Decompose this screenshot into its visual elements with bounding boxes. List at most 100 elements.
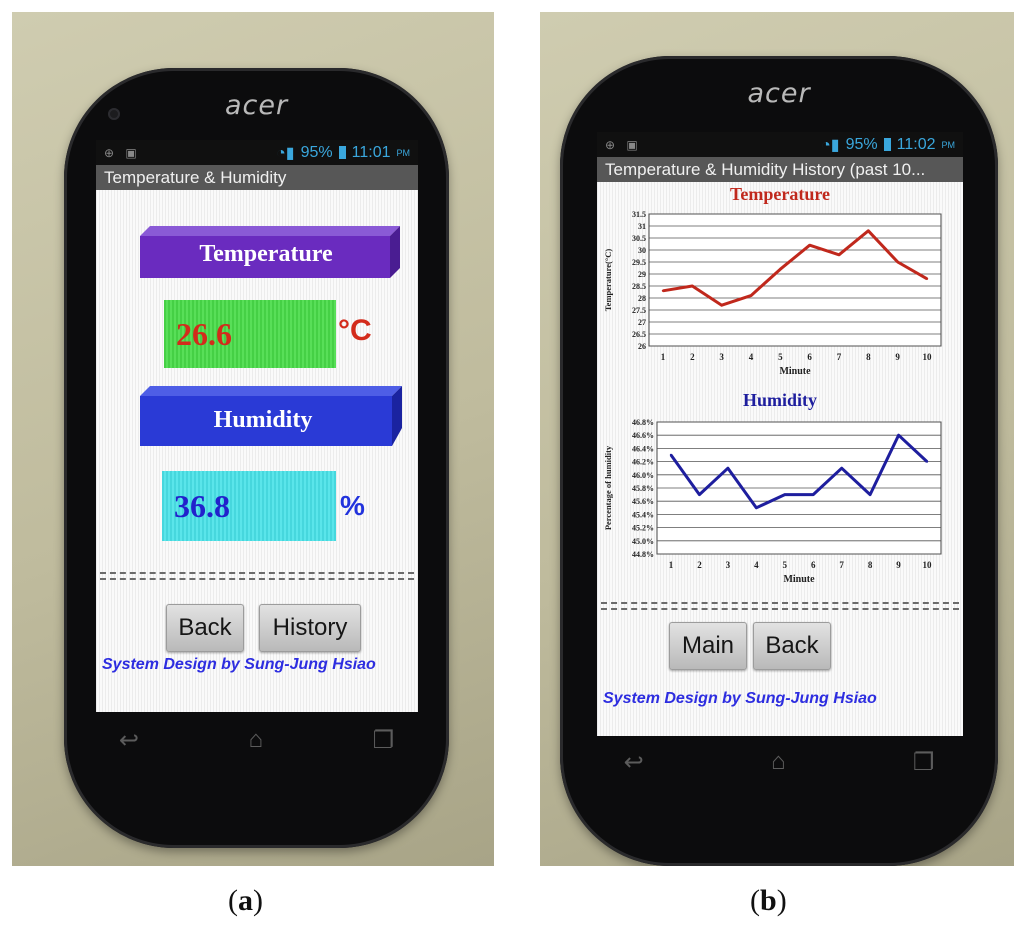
back-button[interactable]: Back <box>166 604 244 652</box>
back-nav-icon[interactable]: ↩ <box>623 748 644 776</box>
camera-icon <box>108 108 120 120</box>
x-axis-label: Minute <box>779 366 811 377</box>
brand-logo: acer <box>747 78 811 109</box>
y-tick-label: 45.0% <box>632 537 654 546</box>
humidity-banner: Humidity <box>140 386 402 446</box>
photo-panel-b: acer ⊕ ▣ ◔▮ 95% 11:02 PM Temperature & H… <box>540 12 1014 866</box>
y-tick-label: 29 <box>638 270 646 279</box>
y-tick-label: 45.6% <box>632 497 654 506</box>
back-button[interactable]: Back <box>753 622 831 670</box>
x-tick-label: 7 <box>837 352 842 362</box>
data-point <box>897 434 900 437</box>
app-content: Temperature 26.6 °C Humidity 36.8 % Back… <box>96 190 418 712</box>
y-tick-label: 28 <box>638 294 646 303</box>
phone-device-b: acer ⊕ ▣ ◔▮ 95% 11:02 PM Temperature & H… <box>560 56 998 866</box>
series-line <box>669 433 929 510</box>
phone-device-a: acer ⊕ ▣ ◔▮ 95% 11:01 PM Temperature & H… <box>64 68 449 848</box>
status-indicators: ◔▮ 95% 11:02 PM <box>821 135 955 155</box>
y-tick-label: 30.5 <box>632 234 646 243</box>
data-point <box>837 253 841 256</box>
banner-3d-box <box>140 386 402 446</box>
screen-b: ⊕ ▣ ◔▮ 95% 11:02 PM Temperature & Humidi… <box>597 132 963 736</box>
credit-text: System Design by Sung-Jung Hsiao <box>102 656 376 673</box>
data-point <box>812 493 815 496</box>
humidity-chart: 44.8% 45.0% 45.2% 45.4% 45.6% 45.8% 46.0% 46.2%… <box>603 418 942 585</box>
y-tick-label: 31.5 <box>632 210 646 219</box>
photo-panel-a: acer ⊕ ▣ ◔▮ 95% 11:01 PM Temperature & H… <box>12 12 494 866</box>
humidity-chart-title: Humidity <box>742 390 817 410</box>
data-point <box>925 460 929 463</box>
back-nav-icon[interactable]: ↩ <box>118 726 139 754</box>
data-point <box>925 277 929 280</box>
data-point <box>661 289 665 292</box>
x-tick-label: 10 <box>923 560 933 570</box>
y-tick-label: 46.0% <box>632 471 654 480</box>
temperature-banner: Temperature <box>140 218 400 278</box>
status-bar: ⊕ ▣ ◔▮ 95% 11:02 PM <box>597 132 963 157</box>
recents-nav-icon[interactable]: ❐ <box>912 748 935 776</box>
clock-time: 11:01 <box>351 143 391 161</box>
data-point <box>720 304 723 307</box>
data-point <box>749 294 753 297</box>
x-tick-label: 5 <box>778 352 783 362</box>
x-tick-label: 4 <box>754 560 759 570</box>
y-tick-label: 45.2% <box>632 524 654 533</box>
data-point <box>783 493 786 496</box>
data-point <box>755 506 758 509</box>
x-axis-label: Minute <box>783 574 815 585</box>
wifi-signal-icon: ◔▮ <box>821 136 840 154</box>
data-point <box>726 467 730 470</box>
x-tick-label: 4 <box>749 352 754 362</box>
status-indicators: ◔▮ 95% 11:01 PM <box>276 143 410 163</box>
data-point <box>669 453 673 457</box>
x-tick-label: 6 <box>811 560 816 570</box>
temperature-readout: 26.6 <box>164 300 336 368</box>
x-tick-label: 3 <box>719 352 724 362</box>
y-tick-label: 27.5 <box>632 306 646 315</box>
y-tick-label: 26.5 <box>632 330 646 339</box>
caption-b: (b) <box>750 884 787 917</box>
x-tick-label: 5 <box>783 560 788 570</box>
dashed-divider <box>601 602 959 610</box>
x-tick-label: 7 <box>839 560 844 570</box>
home-nav-icon[interactable]: ⌂ <box>771 748 786 775</box>
y-tick-label: 28.5 <box>632 282 646 291</box>
y-tick-label: 29.5 <box>632 258 646 267</box>
android-nav-bar: ↩ ⌂ ❐ <box>560 742 998 782</box>
caption-a: (a) <box>228 884 263 917</box>
y-tick-label: 30 <box>638 246 646 255</box>
home-nav-icon[interactable]: ⌂ <box>248 726 264 753</box>
status-bar: ⊕ ▣ ◔▮ 95% 11:01 PM <box>96 140 418 165</box>
wifi-signal-icon: ◔▮ <box>276 144 295 162</box>
y-tick-label: 31 <box>638 222 646 231</box>
temperature-label: Temperature <box>199 240 333 267</box>
y-tick-label: 46.6% <box>632 431 654 440</box>
data-point <box>868 493 872 496</box>
app-title: Temperature & Humidity <box>96 165 418 190</box>
temperature-chart-title: Temperature <box>730 184 830 204</box>
main-button[interactable]: Main <box>669 622 747 670</box>
battery-percent: 95% <box>300 143 333 161</box>
android-nav-bar: ↩ ⌂ ❐ <box>64 720 449 760</box>
humidity-unit: % <box>340 490 365 521</box>
notification-icons: ⊕ ▣ <box>104 145 141 160</box>
x-tick-label: 2 <box>697 560 702 570</box>
y-tick-label: 44.8% <box>632 550 654 559</box>
temperature-unit: °C <box>338 314 372 347</box>
history-button[interactable]: History <box>259 604 361 652</box>
clock-ampm: PM <box>396 147 411 158</box>
y-axis-label: Percentage of humidity <box>603 445 613 530</box>
y-tick-label: 46.4% <box>632 444 654 453</box>
recents-nav-icon[interactable]: ❐ <box>372 726 395 754</box>
y-tick-label: 26 <box>638 342 646 351</box>
x-tick-label: 3 <box>726 560 731 570</box>
data-point <box>691 284 694 288</box>
screen-a: ⊕ ▣ ◔▮ 95% 11:01 PM Temperature & Humidi… <box>96 140 418 712</box>
series-line <box>662 229 928 307</box>
y-tick-label: 45.8% <box>632 484 654 493</box>
notification-icons: ⊕ ▣ <box>605 137 642 152</box>
y-tick-label: 27 <box>638 318 646 327</box>
x-tick-label: 1 <box>661 352 666 362</box>
data-point <box>808 244 811 247</box>
battery-icon <box>883 138 891 151</box>
